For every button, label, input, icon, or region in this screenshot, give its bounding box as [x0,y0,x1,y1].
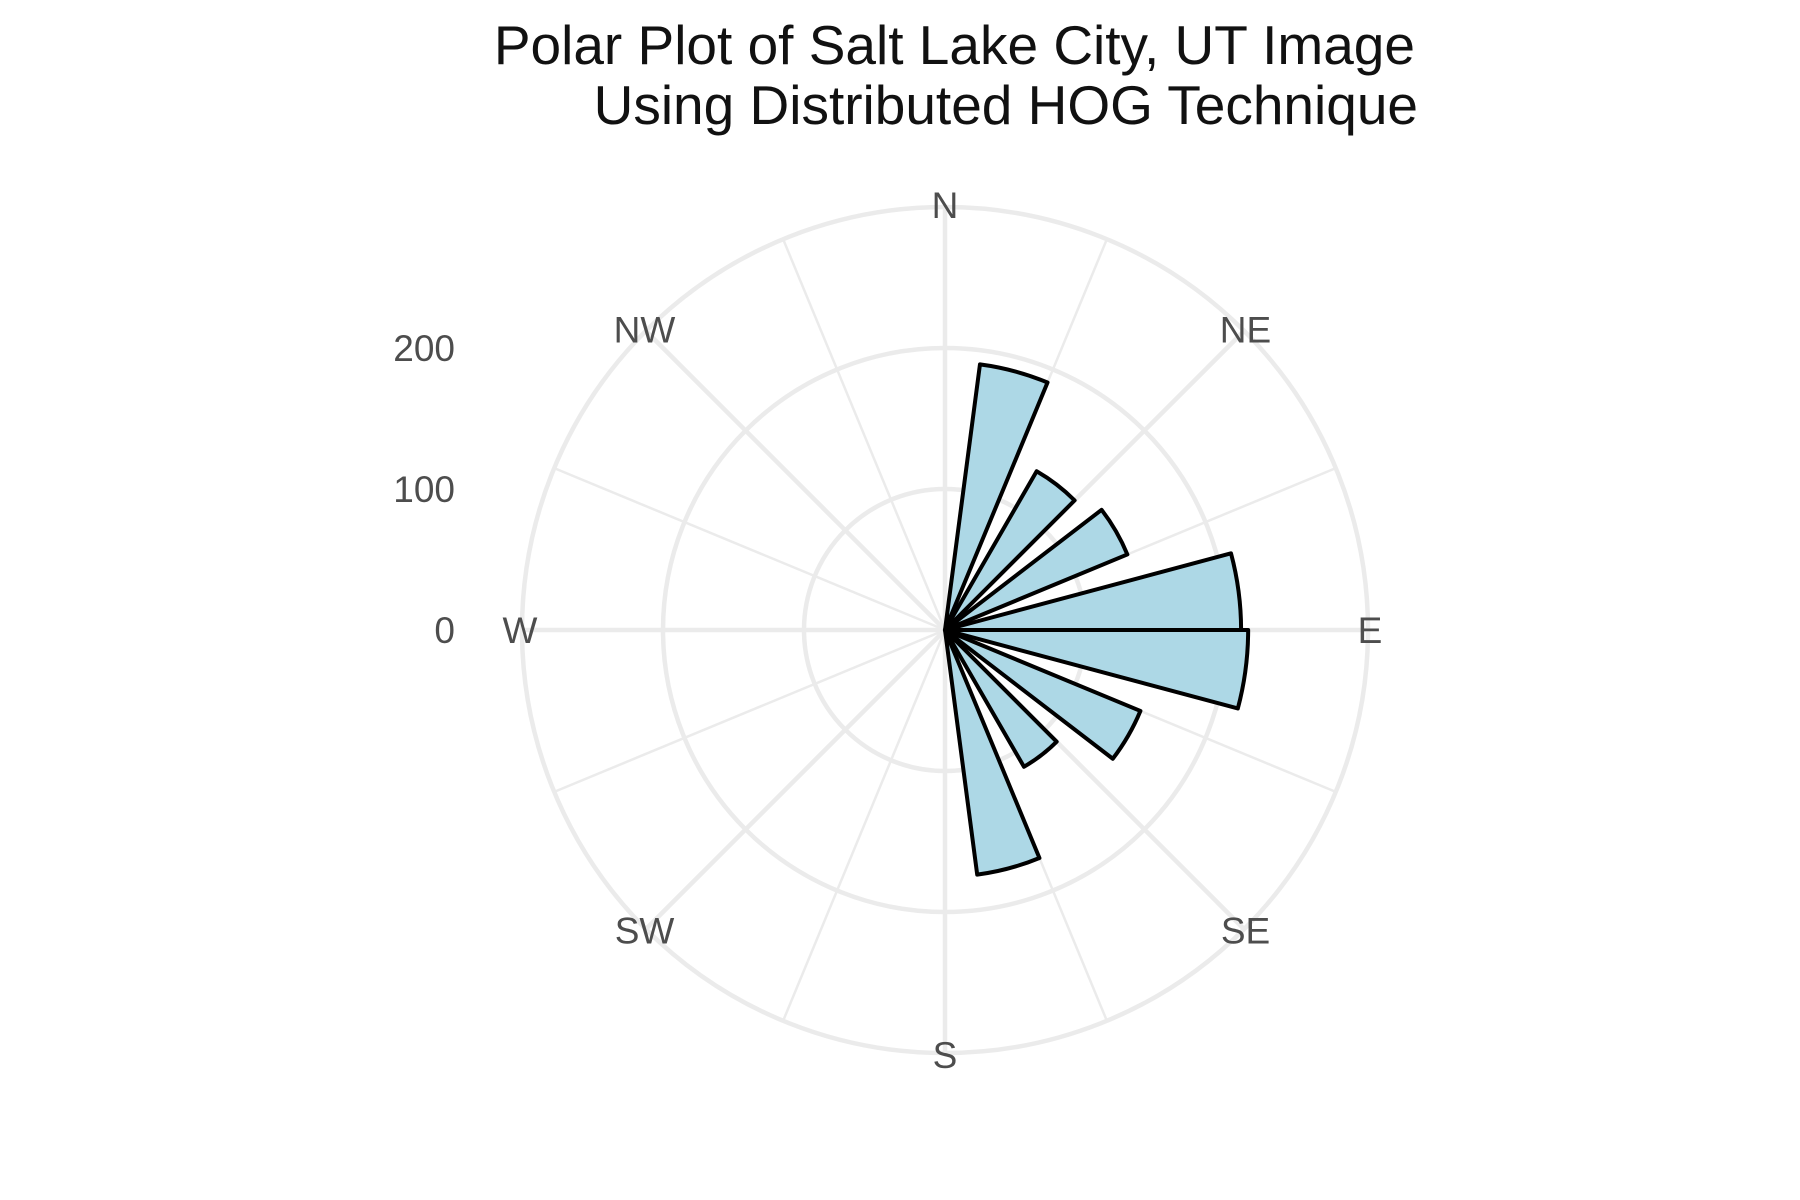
title-line-1: Polar Plot of Salt Lake City, UT Image [494,14,1415,76]
direction-label-e: E [1358,610,1383,651]
grid-spoke-minor [781,629,947,1022]
direction-label-nw: NW [614,310,676,351]
grid-spoke-major [644,628,947,931]
grid-spoke-minor [553,466,946,632]
grid-spoke-major [644,329,947,632]
bar-2 [943,507,1130,632]
bars [943,362,1251,877]
direction-label-se: SE [1221,911,1270,952]
direction-label-sw: SW [615,911,675,952]
direction-label-s: S [933,1035,958,1076]
direction-label-n: N [932,185,959,226]
bar-1 [943,469,1077,632]
direction-label-w: W [503,610,538,651]
bar-4 [943,628,1251,711]
grid-spoke-minor [781,238,947,631]
grid-spoke-minor [553,628,946,794]
direction-label-ne: NE [1220,310,1271,351]
bar-5 [943,628,1143,761]
radial-tick-label-200: 200 [393,328,455,369]
bar-6 [943,628,1059,769]
title-line-2: Using Distributed HOG Technique [594,74,1418,136]
radial-tick-label-0: 0 [434,610,455,651]
axis-labels: N NE E SE S SW W NW 0 100 200 [393,185,1382,1076]
chart-title: Polar Plot of Salt Lake City, UT Image U… [494,14,1418,136]
radial-tick-label-100: 100 [393,469,455,510]
bar-7 [943,628,1042,877]
bar-0 [943,362,1050,632]
